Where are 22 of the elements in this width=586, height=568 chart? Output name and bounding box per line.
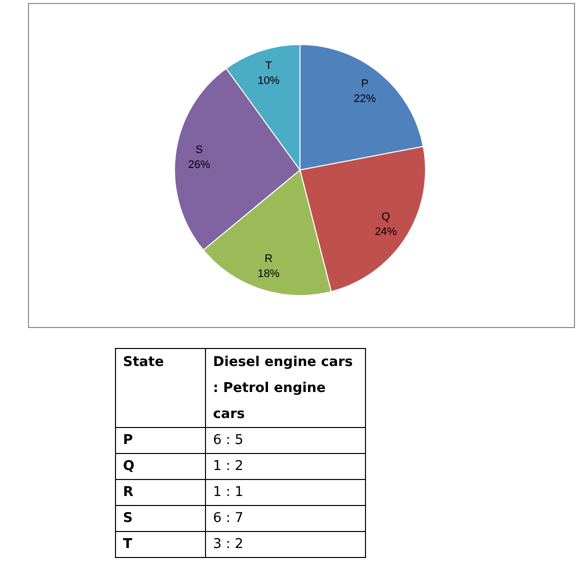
data-label: 22% [354, 93, 376, 106]
text: 1 : 1 [206, 480, 366, 506]
data-label: 26% [188, 158, 210, 171]
text: P [116, 428, 206, 454]
text: S [116, 506, 206, 532]
data-label: 18% [258, 268, 280, 280]
text: Diesel engine cars : Petrol engine cars [206, 348, 366, 428]
slice-label: T [265, 60, 272, 72]
text: 3 : 2 [206, 532, 366, 558]
text: R [116, 480, 206, 506]
data-label: 24% [374, 226, 398, 238]
slice-label: R [264, 253, 273, 266]
text: State [116, 348, 206, 428]
data-label: 10% [258, 74, 280, 87]
text: 1 : 2 [206, 454, 366, 480]
slice-label: S [195, 144, 203, 156]
slice-label: P [361, 78, 368, 90]
slice-label: Q [382, 211, 391, 223]
text: 6 : 5 [206, 428, 366, 454]
text: Q [116, 454, 206, 480]
text: 6 : 7 [206, 506, 366, 532]
text: T [116, 532, 206, 558]
